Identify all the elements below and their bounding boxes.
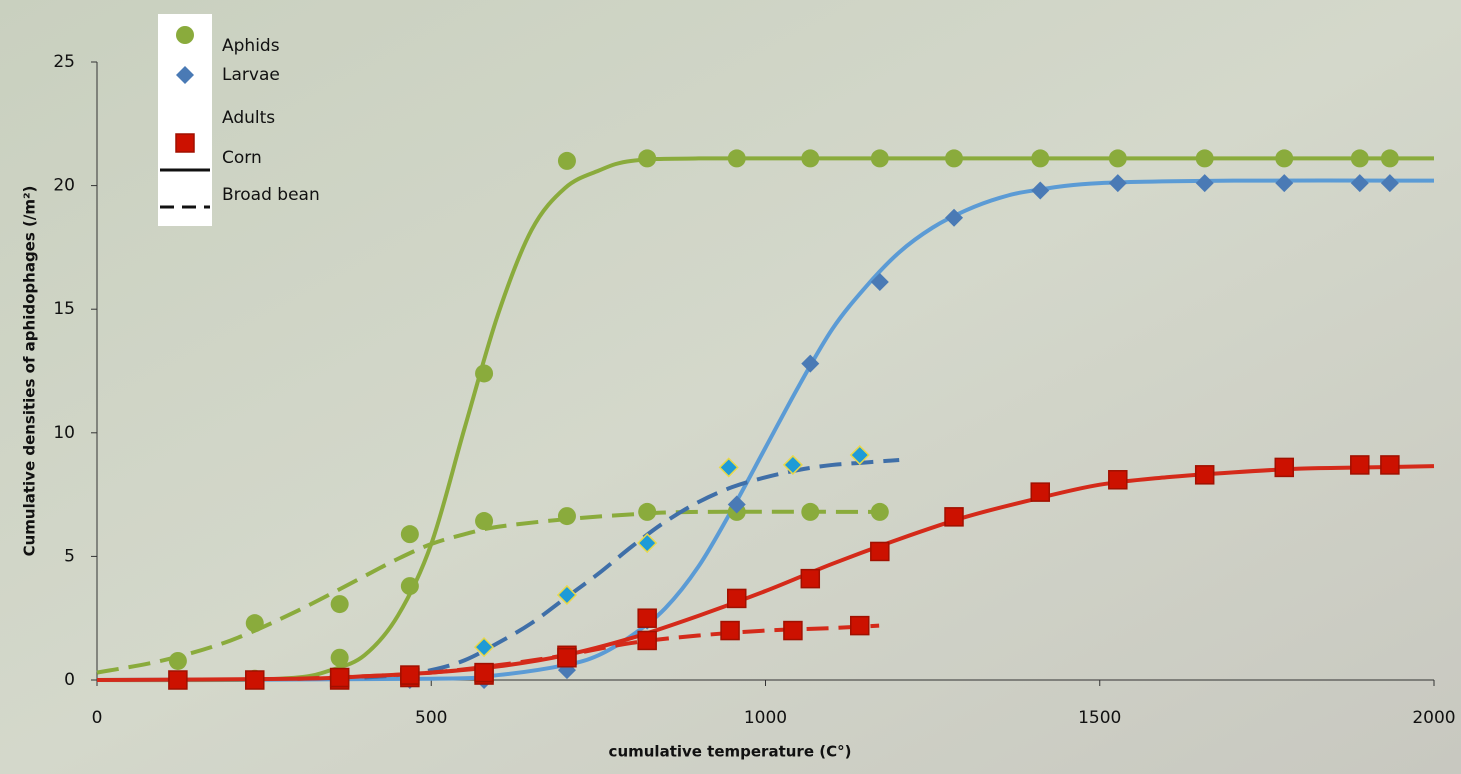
data-point [638,503,656,521]
legend-label: Adults [222,108,275,128]
y-tick-label: 0 [64,670,75,690]
data-point [1031,149,1049,167]
data-point [401,577,419,595]
x-tick-label: 2000 [1412,708,1455,728]
legend-label: Larvae [222,65,280,85]
legend-marker [176,26,194,44]
data-point [475,664,493,682]
data-point [169,652,187,670]
data-point [638,149,656,167]
data-point [558,507,576,525]
data-point [1381,456,1399,474]
y-axis-title: Cumulative densities of aphidophages (/m… [21,186,39,557]
x-tick-label: 1500 [1078,708,1121,728]
x-tick-label: 500 [415,708,447,728]
data-point [721,622,739,640]
background [0,0,1461,774]
data-point [801,570,819,588]
data-point [246,671,264,689]
legend-marker [176,134,194,152]
legend-label: Aphids [222,36,280,56]
data-point [1196,466,1214,484]
data-point [801,503,819,521]
data-point [1381,149,1399,167]
data-point [1031,483,1049,501]
data-point [945,149,963,167]
data-point [801,149,819,167]
y-tick-label: 10 [53,423,75,443]
data-point [784,622,802,640]
data-point [1351,149,1369,167]
y-tick-label: 5 [64,546,75,566]
data-point [638,609,656,627]
data-point [638,631,656,649]
data-point [401,525,419,543]
y-tick-label: 15 [53,299,75,319]
data-point [1109,471,1127,489]
data-point [558,649,576,667]
data-point [945,508,963,526]
x-tick-label: 0 [92,708,103,728]
chart: cumulative temperature (C°) Cumulative d… [0,0,1461,774]
data-point [871,542,889,560]
data-point [475,364,493,382]
data-point [728,589,746,607]
data-point [246,614,264,632]
legend-label: Corn [222,148,262,168]
data-point [558,152,576,170]
data-point [1109,149,1127,167]
data-point [1351,456,1369,474]
legend-label: Broad bean [222,185,320,205]
data-point [871,503,889,521]
data-point [475,512,493,530]
legend-box [158,14,212,226]
data-point [1196,149,1214,167]
x-tick-label: 1000 [744,708,787,728]
data-point [401,666,419,684]
data-point [331,595,349,613]
data-point [331,669,349,687]
data-point [871,149,889,167]
y-tick-label: 20 [53,176,75,196]
data-point [169,671,187,689]
y-tick-label: 25 [53,52,75,72]
data-point [331,649,349,667]
data-point [728,149,746,167]
data-point [851,617,869,635]
data-point [1275,149,1293,167]
data-point [1275,458,1293,476]
x-axis-title: cumulative temperature (C°) [609,743,852,761]
page: cumulative temperature (C°) Cumulative d… [0,0,1461,774]
